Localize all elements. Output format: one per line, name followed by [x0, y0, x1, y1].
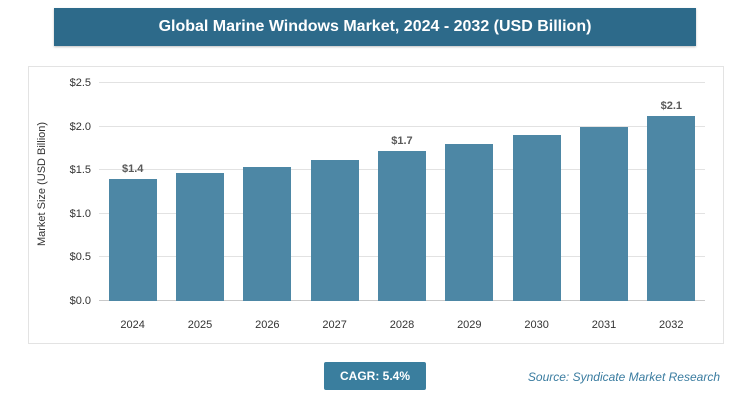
- source-text: Source: Syndicate Market Research: [527, 370, 720, 384]
- x-tick-label: 2030: [524, 319, 549, 331]
- x-tick-label: 2025: [187, 319, 213, 331]
- bar-value-label: $1.7: [391, 135, 413, 148]
- bar-column-2030: [503, 83, 570, 301]
- chart-area: Market Size (USD Billion) $0.0 $0.5 $1.0 $1…: [28, 66, 724, 344]
- x-tick-label: 2027: [322, 319, 347, 331]
- bar-value-label: $2.1: [660, 100, 682, 113]
- bar-column-2027: [301, 83, 368, 301]
- bar-column-2029: [436, 83, 503, 301]
- bar-2030: [512, 135, 561, 301]
- x-tick-label: 2024: [120, 319, 145, 331]
- chart-title: Global Marine Windows Market, 2024 - 203…: [158, 18, 592, 35]
- y-tick-label: $0.5: [69, 251, 91, 264]
- plot-area: $0.0 $0.5 $1.0 $1.5 $2.0 $2.5 $1.4 $1.7 $2.1: [70, 77, 705, 307]
- x-tick-label: 2031: [591, 319, 617, 331]
- x-tick-label: 2028: [389, 319, 415, 331]
- bar-column-2026: [234, 83, 301, 301]
- y-tick-label: $1.5: [69, 164, 91, 177]
- bar-2026: [243, 166, 292, 301]
- bar-column-2032: $2.1: [638, 83, 705, 301]
- chart-title-bar: Global Marine Windows Market, 2024 - 203…: [54, 8, 696, 46]
- x-tick-label: 2029: [457, 319, 482, 331]
- y-tick-label: $0.0: [69, 295, 91, 307]
- bar-2024: [108, 178, 157, 301]
- bar-2031: [579, 126, 628, 301]
- cagr-badge: CAGR: 5.4%: [323, 362, 427, 390]
- y-tick-label: $2.0: [69, 120, 91, 133]
- y-tick-label: $2.5: [69, 77, 91, 89]
- footer: CAGR: 5.4% Source: Syndicate Market Rese…: [0, 362, 750, 396]
- x-axis-labels: 2024 2025 2026 2027 2028 2029 2030 2031 2032: [99, 315, 705, 335]
- bar-2029: [445, 144, 494, 301]
- x-tick-label: 2032: [659, 319, 684, 331]
- bar-column-2031: [570, 83, 637, 301]
- bar-2032: [647, 116, 696, 301]
- bar-column-2025: [166, 83, 233, 301]
- bar-column-2028: $1.7: [368, 83, 435, 301]
- gridline: [99, 125, 705, 127]
- y-tick-label: $1.0: [69, 207, 91, 220]
- bar-value-label: $1.4: [121, 162, 144, 175]
- bar-2027: [310, 159, 359, 301]
- bars: $1.4 $1.7 $2.1: [99, 83, 705, 301]
- bar-2025: [175, 172, 224, 301]
- y-axis-title: Market Size (USD Billion): [36, 121, 48, 247]
- x-tick-label: 2026: [255, 319, 280, 331]
- bar-column-2024: $1.4: [99, 83, 166, 301]
- bar-2028: [377, 151, 426, 301]
- gridline: [99, 82, 705, 83]
